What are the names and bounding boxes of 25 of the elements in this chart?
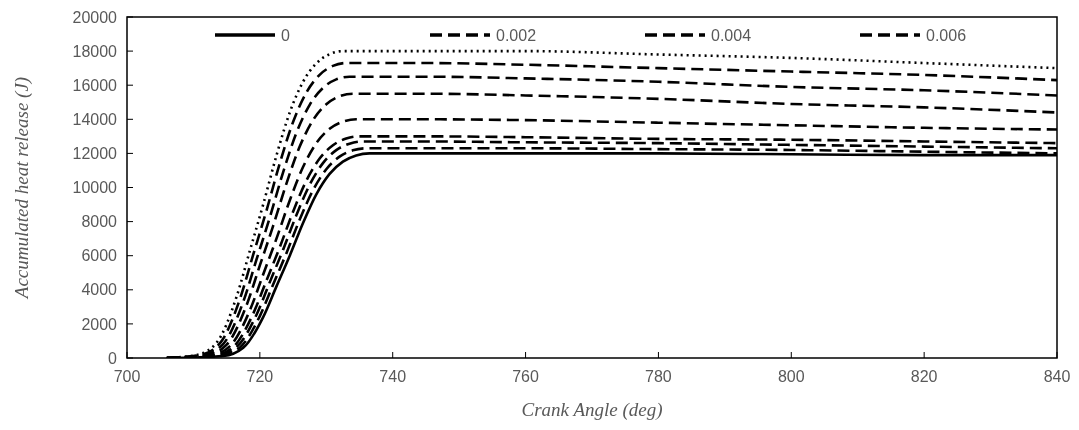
y-tick-label: 10000 <box>72 179 118 197</box>
y-tick-label: 4000 <box>81 281 118 299</box>
y-tick-label: 14000 <box>72 110 118 128</box>
legend-label: 0.002 <box>496 26 537 44</box>
x-tick-label: 760 <box>512 368 540 385</box>
legend-label: 0.006 <box>926 26 967 44</box>
y-tick-label: 16000 <box>72 76 118 94</box>
x-tick-label: 780 <box>645 368 672 385</box>
y-tick-label: 20000 <box>72 8 118 26</box>
x-tick-label: 800 <box>777 368 805 385</box>
x-tick-label: 840 <box>1043 368 1071 385</box>
y-tick-label: 2000 <box>81 315 118 333</box>
x-tick-label: 720 <box>246 368 274 385</box>
x-tick-label: 700 <box>113 368 141 385</box>
y-tick-label: 8000 <box>81 213 118 231</box>
y-axis-title: Accumulated heat release (J) <box>11 76 33 301</box>
y-tick-label: 6000 <box>81 247 118 265</box>
legend-label: 0 <box>281 26 290 44</box>
y-tick-label: 18000 <box>72 42 118 60</box>
x-tick-label: 820 <box>910 368 938 385</box>
y-tick-label: 12000 <box>72 145 118 162</box>
y-tick-label: 0 <box>108 349 118 367</box>
x-axis-title: Crank Angle (deg) <box>521 399 663 421</box>
x-tick-label: 740 <box>379 368 407 385</box>
legend-label: 0.004 <box>711 26 752 44</box>
